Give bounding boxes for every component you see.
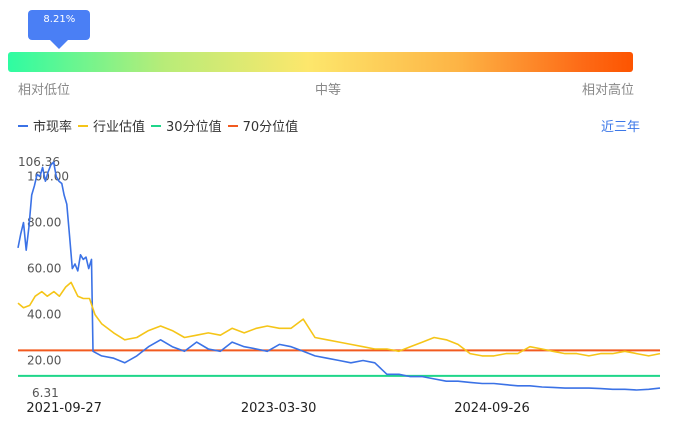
legend-swatch xyxy=(151,124,162,127)
y-max-label: 106.36 xyxy=(18,155,60,169)
legend-swatch xyxy=(227,124,238,127)
legend-label: 70分位值 xyxy=(242,120,299,135)
y-min-label: 6.31 xyxy=(32,386,59,400)
chart-legend: 市现率 行业估值 30分位值 70分位值 xyxy=(18,116,304,135)
percentile-tooltip: 8.21% xyxy=(28,10,91,40)
period-selector-three-years[interactable]: 近三年 xyxy=(600,120,640,135)
gauge-label-high: 相对高位 xyxy=(582,83,635,98)
legend-item-industry-valuation[interactable]: 行业估值 xyxy=(78,116,145,135)
x-tick-label: 2024-09-26 xyxy=(454,401,530,416)
legend-label: 30分位值 xyxy=(166,120,222,135)
tooltip-arrow-icon xyxy=(50,40,69,49)
series-line-市现率 xyxy=(17,161,661,391)
legend-item-30-percentile[interactable]: 30分位值 xyxy=(151,116,222,135)
legend-label: 市现率 xyxy=(33,120,73,135)
y-tick-label: 80.00 xyxy=(27,216,61,230)
legend-label: 行业估值 xyxy=(93,120,146,135)
series-line-行业估值 xyxy=(17,281,661,357)
percentile-tooltip-value: 8.21% xyxy=(43,14,76,25)
legend-swatch xyxy=(18,124,28,127)
legend-swatch xyxy=(78,124,89,127)
legend-item-70-percentile[interactable]: 70分位值 xyxy=(227,116,299,135)
y-tick-label: 40.00 xyxy=(27,308,61,322)
gauge-label-low: 相对低位 xyxy=(18,83,71,98)
x-tick-label: 2021-09-27 xyxy=(26,401,102,416)
x-tick-label: 2023-03-30 xyxy=(241,401,317,416)
percentile-gauge-bar xyxy=(8,52,633,72)
y-tick-label: 60.00 xyxy=(27,262,61,276)
y-tick-label: 20.00 xyxy=(27,354,61,368)
gauge-label-mid: 中等 xyxy=(315,83,342,98)
legend-item-price-cash-ratio[interactable]: 市现率 xyxy=(18,116,72,135)
